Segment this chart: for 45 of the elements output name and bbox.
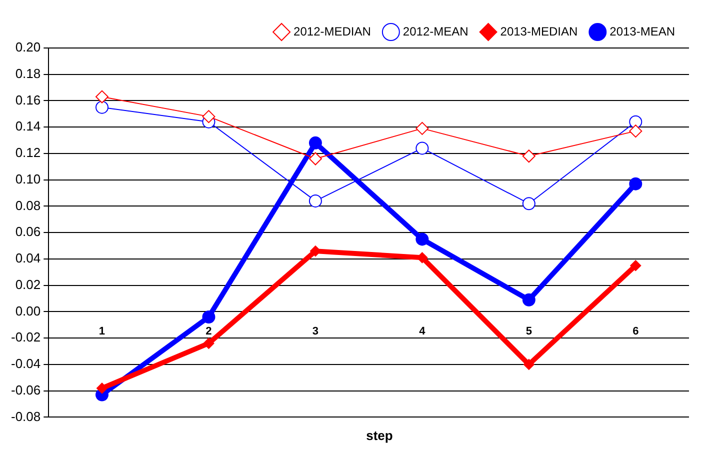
y-tick-label: -0.04 (10, 356, 41, 372)
legend-label: 2013-MEAN (610, 24, 676, 38)
x-tick-label: 1 (98, 325, 106, 338)
x-tick-label: 5 (526, 325, 532, 338)
point (203, 338, 214, 349)
y-tick-label: 0.00 (15, 303, 41, 318)
y-tick-label: -0.06 (10, 382, 41, 398)
legend-label: 2012-MEDIAN (294, 24, 371, 38)
y-tick-label: 0.20 (15, 40, 41, 55)
point (95, 90, 108, 104)
y-tick-label: 0.12 (15, 145, 41, 160)
point (630, 260, 642, 272)
x-tick-label: 3 (312, 325, 319, 338)
point (308, 194, 322, 208)
y-tick-label: 0.10 (15, 171, 41, 186)
point (629, 177, 642, 190)
point (523, 358, 534, 370)
point (308, 136, 322, 150)
y-tick-label: 0.04 (15, 250, 41, 266)
y-tick-label: 0.06 (15, 224, 41, 240)
x-tick-label: 6 (632, 325, 639, 338)
y-tick-label: 0.18 (15, 66, 41, 81)
y-tick-label: 0.08 (15, 198, 41, 213)
point (95, 100, 108, 114)
y-tick-label: -0.08 (10, 408, 41, 424)
y-tick-label: 0.16 (15, 92, 41, 108)
x-tick-label: 4 (419, 325, 426, 338)
point (308, 152, 322, 166)
legend-label: 2013-MEDIAN (500, 24, 578, 38)
point (522, 150, 536, 163)
point (202, 310, 216, 324)
point (629, 124, 642, 138)
point (416, 142, 429, 155)
y-tick-label: 0.14 (15, 118, 41, 134)
point (202, 110, 216, 124)
point (416, 232, 429, 246)
point (522, 293, 536, 306)
point (416, 122, 429, 135)
y-tick-label: -0.02 (10, 330, 41, 345)
y-tick-label: 0.02 (15, 276, 41, 292)
x-tick-label: 2 (206, 325, 212, 338)
legend-label: 2012-MEAN (402, 24, 468, 38)
point (522, 197, 536, 210)
x-axis-title: step (365, 428, 394, 443)
point (96, 382, 108, 394)
